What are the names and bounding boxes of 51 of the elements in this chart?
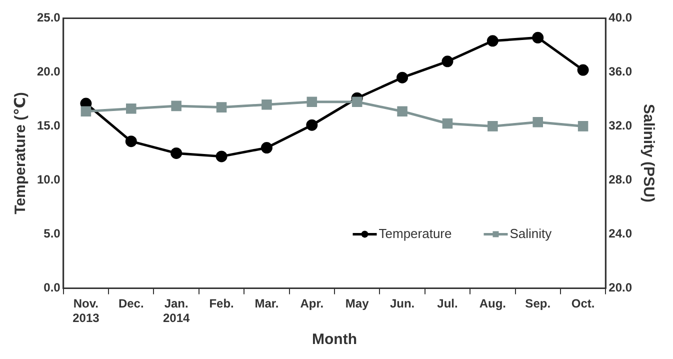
point xyxy=(260,142,272,154)
x-tick-label: Jul. xyxy=(437,296,458,311)
legend-label: Salinity xyxy=(510,226,552,241)
point xyxy=(170,147,182,159)
x-tick-label: Nov. 2013 xyxy=(72,296,100,326)
x-tick-label: Sep. xyxy=(525,296,551,311)
point xyxy=(216,150,228,162)
y2-tick-label: 40.0 xyxy=(608,10,632,25)
x-axis-title: Month xyxy=(312,331,357,348)
point xyxy=(442,118,453,129)
y-tick-label: 10.0 xyxy=(36,172,61,187)
x-tick-label: May xyxy=(345,296,370,311)
point xyxy=(396,72,408,84)
y2-tick-label: 20.0 xyxy=(608,280,632,295)
point xyxy=(306,96,318,108)
x-tick-label: Dec. xyxy=(118,296,144,311)
y-axis-title: Temperature (℃) xyxy=(12,92,30,214)
point xyxy=(306,119,318,131)
y2-tick-label: 24.0 xyxy=(608,226,632,241)
point xyxy=(532,117,543,128)
x-tick-label: Aug. xyxy=(479,296,506,311)
y2-tick-label: 36.0 xyxy=(608,64,632,79)
x-tick-label: Feb. xyxy=(209,296,234,311)
point xyxy=(216,102,227,112)
x-tick-label: Apr. xyxy=(300,296,324,311)
point xyxy=(125,136,137,148)
point xyxy=(126,104,136,114)
point xyxy=(397,106,408,116)
x-tick-label: Jun. xyxy=(390,296,415,311)
point xyxy=(352,96,362,108)
point xyxy=(486,35,498,47)
point xyxy=(80,106,92,116)
y-tick-label: 15.0 xyxy=(36,118,61,133)
legend-label: Temperature xyxy=(378,226,452,241)
x-tick-label: Oct. xyxy=(571,296,595,311)
x-tick-label: Mar. xyxy=(254,296,279,311)
point xyxy=(578,121,588,132)
y-tick-label: 20.0 xyxy=(36,64,61,79)
y2-tick-label: 32.0 xyxy=(608,118,632,133)
point xyxy=(532,32,544,44)
y-tick-label: 0.0 xyxy=(44,280,61,295)
point xyxy=(488,121,498,132)
y2-tick-label: 28.0 xyxy=(608,172,632,187)
point xyxy=(577,64,589,76)
x-tick-label: Jan. 2014 xyxy=(162,296,190,326)
point xyxy=(442,56,454,68)
point xyxy=(262,99,272,110)
y2-axis-title: Salinity (PSU) xyxy=(640,104,657,202)
point xyxy=(171,100,182,112)
y-tick-label: 25.0 xyxy=(36,10,61,25)
y-tick-label: 5.0 xyxy=(44,226,61,241)
